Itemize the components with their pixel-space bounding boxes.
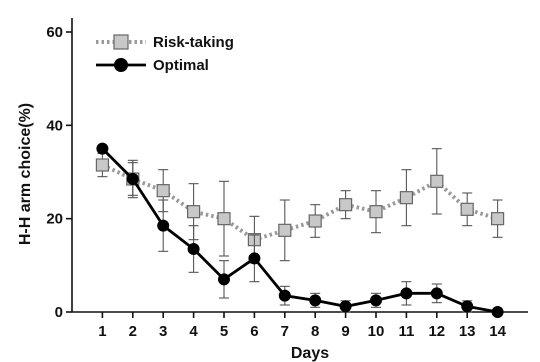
y-axis-label: H-H arm choice(%) <box>17 103 34 245</box>
chart-axes <box>71 18 528 313</box>
x-axis-ticks: 1 2 3 4 5 6 7 8 9 10 11 12 13 14 <box>98 312 507 340</box>
data-point <box>430 287 443 300</box>
legend-item: Risk-taking <box>96 34 234 51</box>
data-point <box>126 173 139 185</box>
legend-label: Optimal <box>153 57 209 74</box>
data-point <box>461 300 474 313</box>
x-tick-label: 3 <box>159 323 167 340</box>
data-point <box>491 212 505 226</box>
data-point <box>95 158 110 172</box>
x-tick-label: 5 <box>220 323 228 340</box>
data-point <box>430 174 444 188</box>
legend-marker <box>113 34 129 50</box>
data-point <box>156 184 170 198</box>
data-point <box>187 205 201 219</box>
data-point <box>339 198 353 212</box>
data-point <box>309 294 322 307</box>
data-point <box>491 306 504 318</box>
y-tick-label: 60 <box>46 24 63 41</box>
data-point <box>278 289 291 302</box>
series-optimal <box>96 142 504 318</box>
x-tick-label: 8 <box>311 323 319 340</box>
data-point <box>157 219 170 232</box>
legend-item: Optimal <box>96 57 209 74</box>
data-point <box>187 243 200 255</box>
y-axis-ticks: 0 20 40 60 <box>46 24 72 321</box>
data-point <box>218 273 230 286</box>
data-point <box>96 142 109 155</box>
legend: Risk-taking Optimal <box>96 34 234 74</box>
data-point <box>369 205 383 219</box>
x-tick-label: 4 <box>189 323 198 340</box>
data-point <box>399 191 413 205</box>
x-tick-label: 9 <box>341 323 349 340</box>
data-point <box>400 287 413 300</box>
x-tick-label: 11 <box>398 323 414 340</box>
series-risk-taking <box>95 148 505 264</box>
x-tick-label: 6 <box>250 323 258 340</box>
data-point <box>278 223 292 237</box>
x-tick-label: 2 <box>129 323 137 340</box>
data-point <box>308 214 322 228</box>
data-point <box>370 294 382 307</box>
x-tick-label: 7 <box>281 323 289 340</box>
legend-marker <box>114 58 128 72</box>
y-tick-label: 20 <box>46 211 63 228</box>
x-tick-label: 13 <box>459 323 476 340</box>
x-axis-label: Days <box>291 345 329 362</box>
x-tick-label: 12 <box>428 323 445 340</box>
data-point <box>217 212 231 226</box>
data-point <box>248 252 261 265</box>
data-point <box>339 300 352 313</box>
data-point <box>460 202 474 216</box>
legend-label: Risk-taking <box>153 34 234 51</box>
y-tick-label: 40 <box>46 117 63 134</box>
y-tick-label: 0 <box>55 304 63 321</box>
series-layer <box>95 142 505 318</box>
x-tick-label: 1 <box>98 323 106 340</box>
x-tick-label: 10 <box>368 323 385 340</box>
x-tick-label: 14 <box>489 323 506 340</box>
